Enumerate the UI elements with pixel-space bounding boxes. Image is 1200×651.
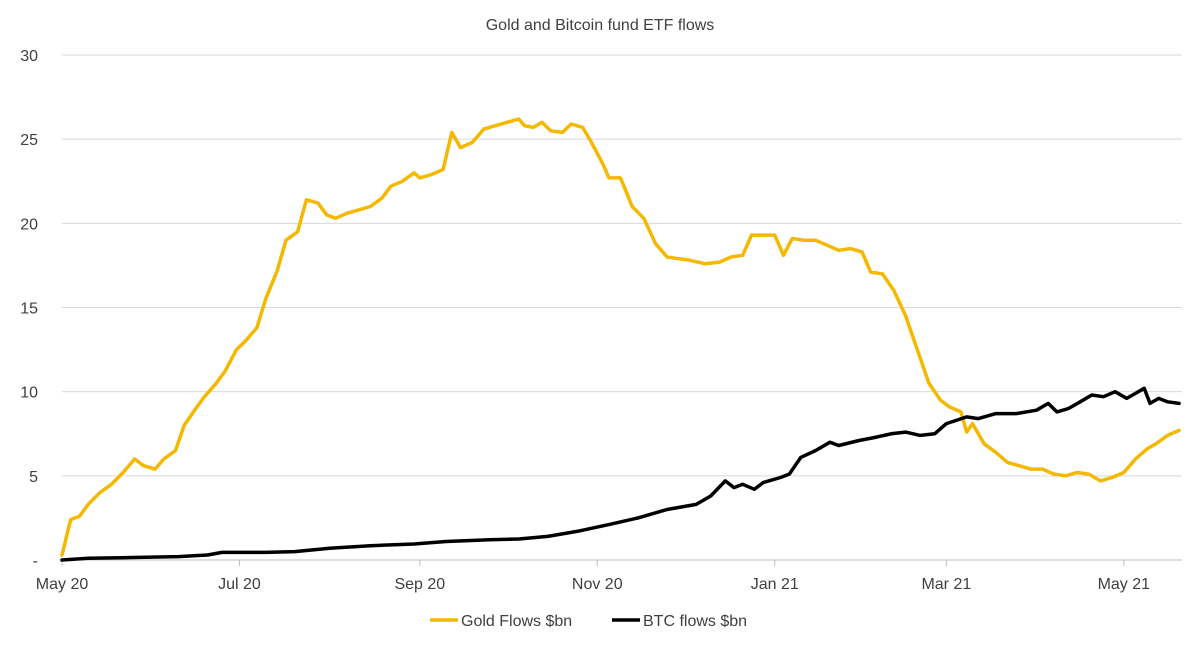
y-tick-label: 5 xyxy=(29,469,38,486)
legend-label: BTC flows $bn xyxy=(643,613,747,630)
gridlines xyxy=(62,54,1182,477)
chart-title: Gold and Bitcoin fund ETF flows xyxy=(486,17,715,34)
y-tick-label: 30 xyxy=(20,48,38,65)
x-tick-label: May 20 xyxy=(36,576,89,593)
legend: Gold Flows $bn BTC flows $bn xyxy=(430,613,747,630)
x-tick-label: Jul 20 xyxy=(218,576,261,593)
x-tick-label: Nov 20 xyxy=(572,576,623,593)
y-tick-label: 15 xyxy=(20,301,38,318)
y-tick-label: 25 xyxy=(20,132,38,149)
series-line-gold-flows xyxy=(60,117,1181,557)
series-lines xyxy=(60,117,1181,562)
y-tick-label: 20 xyxy=(20,216,38,233)
series-line-btc-flows xyxy=(60,386,1181,562)
x-axis: May 20 Jul 20 Sep 20 Nov 20 Jan 21 Mar 21 May … xyxy=(36,559,1182,593)
x-tick-label: Mar 21 xyxy=(921,576,971,593)
y-axis: - 5 10 15 20 25 30 xyxy=(20,48,38,570)
legend-label: Gold Flows $bn xyxy=(461,613,572,630)
y-tick-label: 10 xyxy=(20,385,38,402)
x-tick-label: May 21 xyxy=(1098,576,1151,593)
y-tick-label: - xyxy=(33,553,38,570)
x-tick-label: Sep 20 xyxy=(394,576,445,593)
x-tick-label: Jan 21 xyxy=(751,576,799,593)
